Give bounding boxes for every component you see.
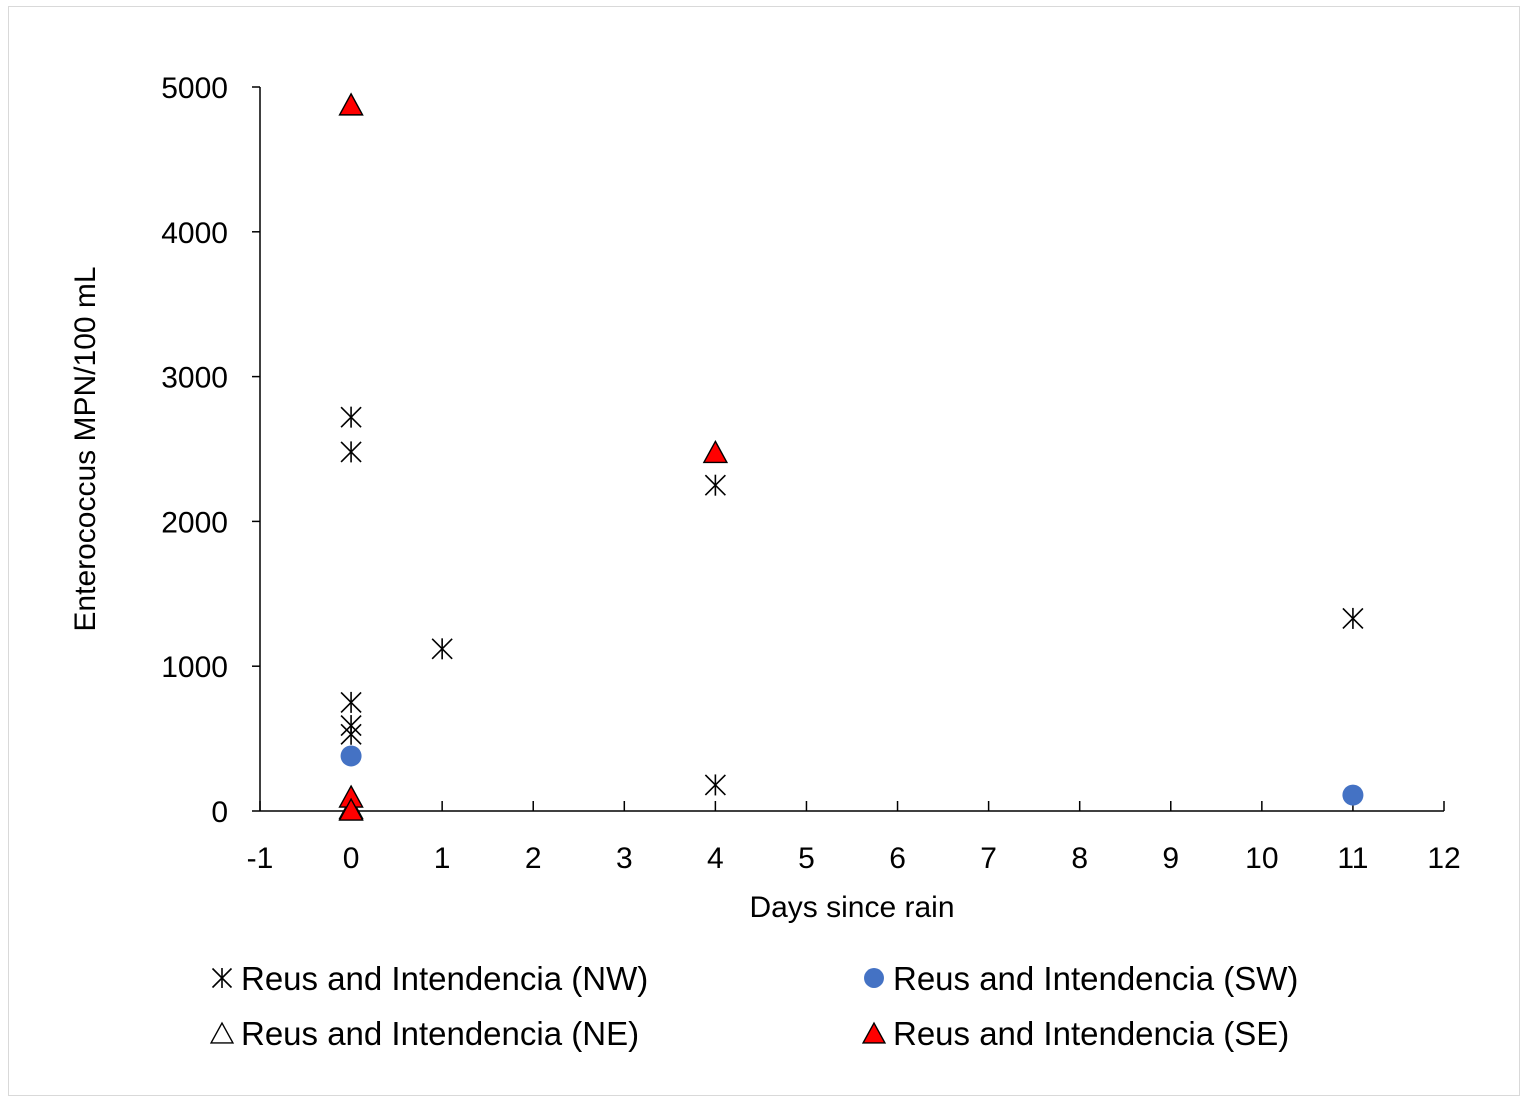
y-tick-label: 5000 [161,72,228,105]
legend-marker-4 [861,1021,887,1044]
x-ticks: -1 0 1 2 3 4 5 6 7 8 9 10 11 12 [247,801,1461,875]
legend: Reus and Intendencia (NW) Reus and Intend… [209,960,1298,1052]
x-tick-label: 6 [889,842,906,875]
x-tick-label: 7 [980,842,997,875]
x-tick-label: 11 [1337,842,1368,875]
legend-marker-3 [209,1021,235,1044]
data-point-series-2 [340,745,362,767]
x-tick-label: 8 [1071,842,1088,875]
data-point-series-4 [338,797,364,821]
y-tick-label: 0 [211,796,228,829]
legend-marker-1 [211,967,233,989]
axes [259,87,1444,812]
legend-label-3: Reus and Intendencia (NE) [241,1015,639,1052]
data-point-series-1 [431,638,453,660]
x-tick-label: -1 [247,842,274,875]
x-tick-label: 1 [434,842,451,875]
data-point-series-1 [704,474,726,496]
data-point-series-1 [340,441,362,463]
legend-label-2: Reus and Intendencia (SW) [893,960,1298,997]
data-point-series-1 [340,723,362,745]
y-tick-label: 1000 [161,651,228,684]
y-tick-label: 4000 [161,217,228,250]
x-tick-label: 0 [343,842,360,875]
y-axis-title: Enterococcus MPN/100 mL [69,266,102,631]
data-point-series-2 [1342,784,1364,806]
x-tick-label: 2 [525,842,542,875]
data-point-series-4 [702,439,729,464]
y-tick-label: 2000 [161,506,228,539]
y-tick-label: 3000 [161,362,228,395]
data-point-series-1 [340,406,362,428]
data-point-series-1 [1342,607,1364,629]
x-axis-title: Days since rain [749,891,954,924]
x-tick-label: 10 [1245,842,1278,875]
data-point-series-4 [338,92,364,116]
y-ticks: 0 1000 2000 3000 4000 5000 [161,72,260,829]
x-tick-label: 5 [798,842,815,875]
legend-label-4: Reus and Intendencia (SE) [893,1015,1289,1052]
x-tick-label: 3 [616,842,633,875]
x-tick-label: 9 [1162,842,1179,875]
legend-marker-2 [864,968,884,988]
data-point-series-1 [704,774,726,796]
x-tick-label: 4 [707,842,724,875]
data-point-series-1 [340,691,362,713]
x-tick-label: 12 [1427,842,1460,875]
data-points [338,92,1364,821]
legend-label-1: Reus and Intendencia (NW) [241,960,648,997]
